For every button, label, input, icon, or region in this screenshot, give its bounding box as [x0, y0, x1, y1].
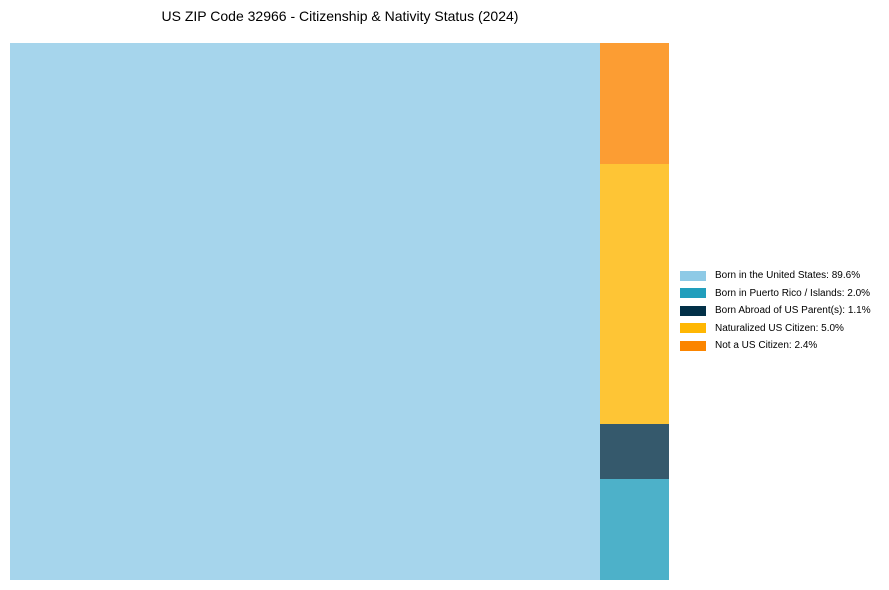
legend-label: Born in Puerto Rico / Islands: 2.0% [715, 287, 871, 299]
chart-title: US ZIP Code 32966 - Citizenship & Nativi… [161, 8, 519, 24]
legend-swatch [680, 270, 706, 281]
tile-naturalized [600, 164, 669, 424]
legend-item: Born in Puerto Rico / Islands: 2.0% [680, 285, 871, 303]
legend-label: Naturalized US Citizen: 5.0% [715, 322, 844, 334]
legend-item: Born Abroad of US Parent(s): 1.1% [680, 302, 871, 320]
legend-item: Naturalized US Citizen: 5.0% [680, 320, 871, 338]
legend-item: Not a US Citizen: 2.4% [680, 337, 871, 355]
legend-swatch [680, 323, 706, 334]
legend-swatch [680, 288, 706, 299]
tile-born-in-us [10, 43, 600, 580]
tile-not-us-citizen [600, 43, 669, 164]
legend-label: Born Abroad of US Parent(s): 1.1% [715, 305, 871, 317]
legend-label: Born in the United States: 89.6% [715, 270, 861, 282]
legend-item: Born in the United States: 89.6% [680, 267, 871, 285]
legend-swatch [680, 305, 706, 316]
tile-born-abroad [600, 424, 669, 479]
legend: Born in the United States: 89.6% Born in… [680, 267, 871, 355]
tile-puerto-rico [600, 479, 669, 580]
legend-swatch [680, 340, 706, 351]
legend-label: Not a US Citizen: 2.4% [715, 340, 818, 352]
